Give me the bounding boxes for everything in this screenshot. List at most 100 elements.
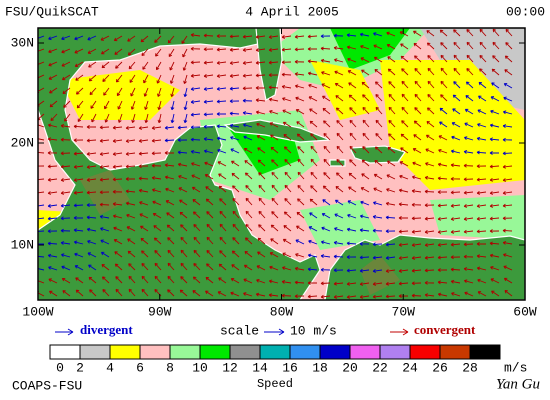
wind-arrow bbox=[347, 70, 357, 76]
wind-arrow bbox=[361, 69, 370, 76]
wind-arrow bbox=[281, 47, 292, 52]
wind-arrow bbox=[73, 138, 84, 143]
wind-arrow bbox=[296, 211, 305, 219]
wind-arrow bbox=[140, 237, 149, 245]
wind-arrow bbox=[284, 184, 292, 193]
wind-arrow bbox=[100, 35, 110, 41]
wind-arrow bbox=[87, 239, 97, 245]
colorbar-label: 12 bbox=[222, 360, 238, 375]
wind-arrow bbox=[336, 132, 344, 141]
credit: COAPS-FSU bbox=[12, 378, 82, 393]
wind-arrow bbox=[386, 31, 396, 37]
wind-arrow bbox=[424, 175, 435, 180]
wind-arrow bbox=[281, 293, 292, 298]
wind-arrow bbox=[139, 201, 149, 206]
wind-arrow bbox=[463, 163, 474, 168]
wind-arrow bbox=[411, 216, 422, 221]
wind-arrow bbox=[268, 293, 279, 298]
wind-arrow bbox=[60, 241, 71, 245]
wind-arrow bbox=[190, 100, 201, 104]
wind-arrow bbox=[503, 277, 513, 284]
wind-arrow bbox=[320, 34, 331, 39]
wind-arrow bbox=[75, 74, 84, 81]
wind-arrow bbox=[90, 100, 97, 109]
wind-arrow bbox=[101, 48, 110, 55]
wind-arrow bbox=[476, 216, 487, 221]
wind-arrow bbox=[218, 263, 227, 271]
wind-arrow bbox=[229, 47, 240, 52]
caption: Speed bbox=[257, 377, 293, 391]
wind-arrow bbox=[440, 80, 448, 89]
wind-arrow bbox=[170, 87, 175, 97]
wind-arrow bbox=[138, 164, 149, 169]
wind-arrow bbox=[307, 34, 318, 39]
wind-arrow bbox=[231, 172, 240, 180]
wind-arrow bbox=[204, 161, 214, 167]
wind-arrow bbox=[425, 162, 435, 167]
wind-arrow bbox=[99, 190, 110, 195]
wind-arrow bbox=[114, 251, 123, 258]
wind-arrow bbox=[489, 137, 500, 142]
wind-arrow bbox=[151, 138, 162, 143]
wind-arrow bbox=[426, 120, 435, 128]
wind-arrow bbox=[206, 263, 214, 271]
wind-arrow bbox=[190, 46, 201, 51]
wind-arrow bbox=[320, 267, 331, 272]
wind-arrow bbox=[268, 35, 279, 39]
wind-arrow bbox=[502, 240, 513, 245]
wind-arrow bbox=[258, 172, 266, 180]
wind-arrow bbox=[142, 61, 149, 70]
wind-arrow bbox=[47, 137, 58, 142]
wind-arrow bbox=[167, 275, 175, 284]
wind-arrow bbox=[113, 239, 123, 245]
wind-arrow bbox=[89, 87, 97, 96]
wind-arrow bbox=[60, 203, 71, 208]
wind-arrow bbox=[334, 227, 344, 232]
wind-arrow bbox=[258, 184, 266, 193]
time: 00:00 bbox=[506, 4, 545, 19]
wind-arrow bbox=[140, 35, 149, 43]
wind-arrow bbox=[270, 224, 279, 232]
wind-arrow bbox=[127, 35, 136, 42]
wind-arrow bbox=[242, 73, 253, 78]
wind-arrow bbox=[372, 215, 383, 219]
wind-arrow bbox=[167, 237, 175, 245]
wind-arrow bbox=[398, 242, 409, 247]
wind-arrow bbox=[336, 159, 344, 167]
wind-arrow bbox=[437, 292, 448, 297]
wind-arrow bbox=[489, 203, 500, 208]
wind-arrow bbox=[48, 74, 58, 80]
wind-arrow bbox=[412, 148, 422, 154]
wind-arrow bbox=[476, 266, 487, 271]
wind-arrow bbox=[504, 69, 513, 76]
wind-arrow bbox=[48, 61, 58, 67]
wind-arrow bbox=[256, 122, 266, 128]
wind-arrow bbox=[128, 61, 136, 70]
colorbar-swatch bbox=[439, 344, 471, 360]
wind-arrow bbox=[231, 264, 240, 271]
wind-arrow bbox=[359, 295, 370, 299]
wind-arrow bbox=[154, 275, 162, 284]
wind-arrow bbox=[476, 241, 487, 246]
wind-arrow bbox=[424, 216, 435, 221]
wind-arrow bbox=[450, 242, 461, 247]
wind-arrow bbox=[453, 81, 461, 89]
wind-arrow bbox=[360, 57, 370, 63]
wind-arrow bbox=[281, 84, 292, 89]
wind-arrow bbox=[141, 275, 149, 284]
wind-arrow bbox=[112, 152, 123, 156]
wind-arrow bbox=[243, 264, 253, 271]
wind-arrow bbox=[439, 107, 448, 115]
wind-arrow bbox=[399, 31, 409, 37]
wind-arrow bbox=[112, 202, 123, 207]
wind-arrow bbox=[87, 35, 97, 41]
wind-arrow bbox=[361, 159, 370, 167]
wind-arrow bbox=[232, 210, 240, 219]
wind-arrow bbox=[193, 236, 201, 245]
wind-arrow bbox=[47, 177, 58, 182]
wind-arrow bbox=[192, 276, 201, 284]
wind-arrow bbox=[359, 282, 370, 286]
wind-arrow bbox=[127, 48, 136, 56]
wind-arrow bbox=[61, 61, 71, 67]
wind-arrow bbox=[310, 133, 318, 141]
